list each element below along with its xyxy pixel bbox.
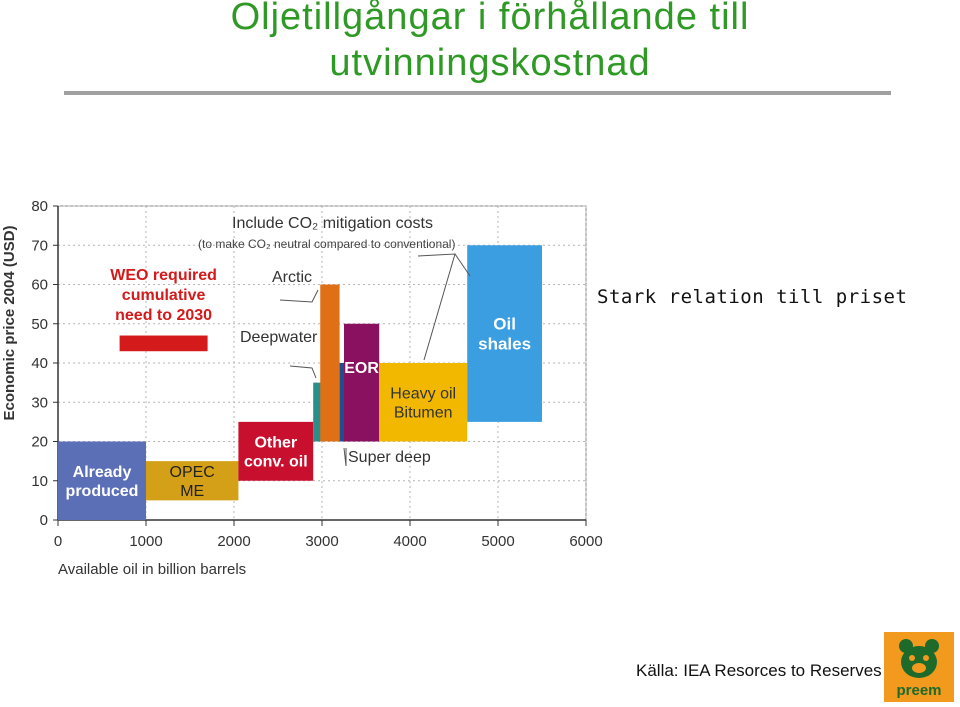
y-tick-label: 10 (31, 473, 48, 490)
bar-label-eor: EOR (344, 360, 379, 377)
bar-deepwater (313, 382, 322, 442)
bar-label-other_conv_oil: conv. oil (244, 453, 308, 470)
bar-label-heavy_oil: Heavy oil (390, 385, 456, 402)
bar-label-other_conv_oil: Other (254, 434, 297, 451)
deepwater-leader-line (289, 365, 317, 379)
slide-subtitle: Stark relation till priset (597, 286, 908, 308)
slide-title: Oljetillgångar i förhållande till utvinn… (90, 0, 890, 86)
weo-annotation-line: cumulative (122, 287, 206, 304)
x-tick-label: 1000 (129, 533, 162, 550)
arctic-annotation: Arctic (272, 269, 312, 286)
y-axis-label: Economic price 2004 (USD) (1, 225, 18, 420)
bar-label-already_produced: Already (73, 464, 132, 481)
slide-title-line2: utvinningskostnad (329, 42, 651, 84)
bear-logo-icon (899, 639, 939, 678)
slide-title-line1: Oljetillgångar i förhållande till (230, 0, 750, 38)
y-tick-label: 20 (31, 434, 48, 451)
bar-label-oil_shales: Oil (493, 315, 516, 334)
weo-marker-bar (119, 335, 208, 352)
y-tick-label: 80 (31, 198, 48, 215)
oil-supply-cost-chart: 0 10 20 30 40 50 60 70 80 0 1000 2000 3000 4000 5000 60… (1, 198, 603, 578)
title-divider (64, 91, 891, 95)
bar-eor (344, 323, 380, 442)
bar-super-deep (339, 363, 346, 442)
x-tick-label: 6000 (569, 533, 602, 550)
bar-already-produced (58, 441, 146, 520)
super-deep-leader-line (343, 447, 347, 467)
x-tick-label: 5000 (481, 533, 514, 550)
y-tick-label: 40 (31, 355, 48, 372)
preem-logo: preem (884, 632, 954, 702)
y-tick-label: 30 (31, 394, 48, 411)
bar-heavy-oil-bitumen (379, 363, 468, 442)
bar-other-conv-oil (238, 421, 314, 481)
weo-annotation-line: need to 2030 (115, 307, 212, 324)
deepwater-annotation: Deepwater (240, 329, 318, 346)
bar-label-heavy_oil: Bitumen (394, 404, 453, 421)
bar-label-already_produced: produced (66, 483, 139, 500)
co2-annotation-line1: Include CO₂ mitigation costs (232, 215, 433, 232)
bar-arctic (320, 284, 340, 442)
bar-oil-shales (467, 245, 542, 422)
arctic-leader-line (279, 289, 319, 303)
x-tick-label: 0 (54, 533, 62, 550)
source-citation: Källa: IEA Resorces to Reserves 2005 (636, 661, 925, 680)
x-tick-label: 3000 (305, 533, 338, 550)
bar-label-opec_me: OPEC (170, 464, 215, 481)
co2-annotation-line2: (to make CO₂ neutral compared to convent… (198, 237, 455, 251)
y-tick-label: 70 (31, 237, 48, 254)
x-tick-label: 2000 (217, 533, 250, 550)
bar-label-opec_me: ME (180, 483, 204, 500)
y-tick-label: 0 (40, 512, 48, 529)
x-tick-label: 4000 (393, 533, 426, 550)
logo-wordmark: preem (896, 682, 942, 699)
super-deep-annotation: Super deep (348, 449, 431, 466)
bar-opec-me (146, 461, 239, 501)
x-axis-label: Available oil in billion barrels (58, 561, 246, 578)
weo-annotation-line: WEO required (110, 267, 217, 284)
co2-leader-to-oil-shales (454, 253, 471, 277)
y-tick-label: 50 (31, 316, 48, 333)
bar-label-oil_shales: shales (478, 335, 531, 354)
y-tick-label: 60 (31, 277, 48, 294)
